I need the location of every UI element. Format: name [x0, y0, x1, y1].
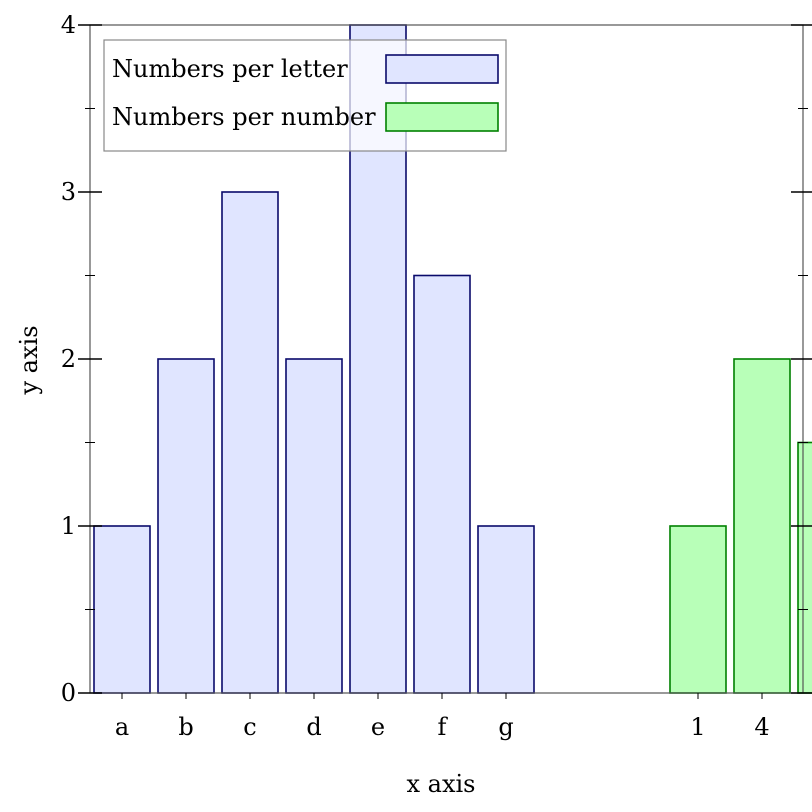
bar-3	[797, 441, 812, 694]
y-tick-label: 0	[61, 679, 76, 707]
x-tick-label: 1	[690, 713, 705, 741]
legend: Numbers per letter Numbers per number	[103, 39, 507, 152]
x-tick-label: f	[438, 713, 449, 741]
legend-label: Numbers per number	[112, 103, 376, 131]
y-tick-label: 4	[61, 11, 76, 39]
x-tick-label: g	[498, 713, 513, 741]
ticks-layer: abcdefg14301234	[61, 11, 812, 741]
bar-4	[733, 358, 791, 694]
legend-label: Numbers per letter	[112, 55, 348, 83]
bar-d	[285, 358, 343, 694]
y-tick-label: 1	[61, 512, 76, 540]
bar-c	[221, 191, 279, 694]
x-tick-label: d	[306, 713, 321, 741]
bar-b	[157, 358, 215, 694]
x-tick-label: 4	[754, 713, 769, 741]
bar-a	[93, 525, 151, 694]
x-tick-label: e	[371, 713, 385, 741]
x-axis-label: x axis	[407, 770, 476, 798]
legend-swatch	[385, 102, 499, 132]
bar-1	[669, 525, 727, 694]
x-tick-label: b	[178, 713, 193, 741]
x-tick-label: c	[243, 713, 256, 741]
bar-f	[413, 274, 471, 694]
y-axis-label: y axis	[15, 325, 43, 395]
y-tick-label: 3	[61, 178, 76, 206]
legend-swatch	[385, 54, 499, 84]
y-tick-label: 2	[61, 345, 76, 373]
bar-g	[477, 525, 535, 694]
x-tick-label: a	[115, 713, 129, 741]
